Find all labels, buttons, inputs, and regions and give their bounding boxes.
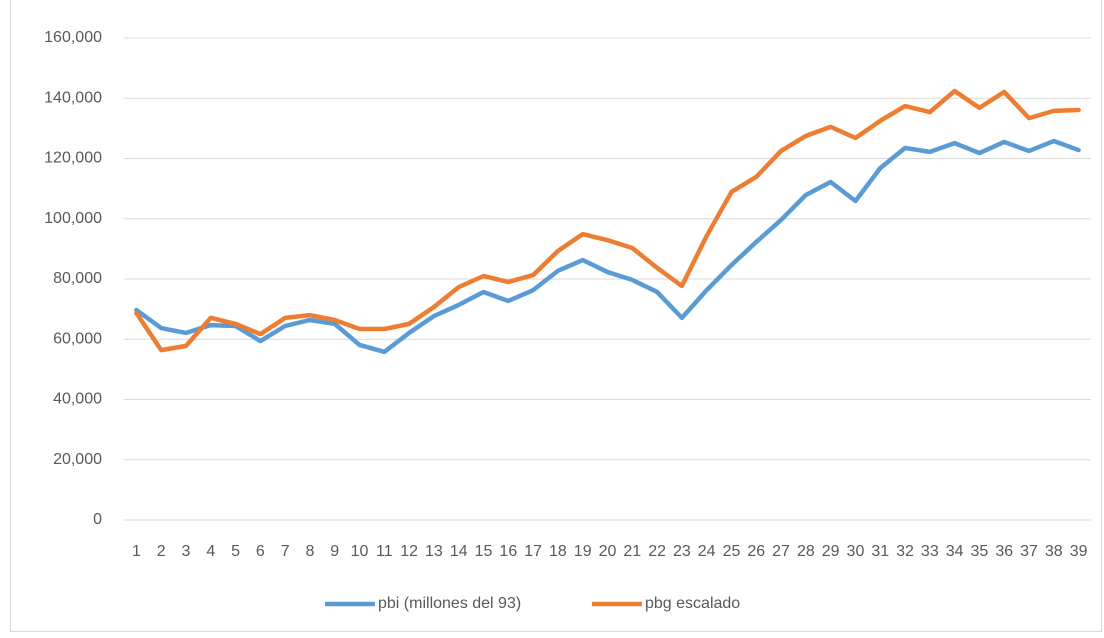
x-tick-label: 11 [376,543,393,560]
x-tick-label: 32 [896,543,914,560]
x-tick-label: 2 [157,543,166,560]
x-tick-label: 20 [599,543,617,560]
y-tick-label: 120,000 [44,150,102,167]
legend-label: pbg escalado [645,595,740,612]
x-tick-label: 7 [281,543,290,560]
chart-border [10,0,1102,632]
x-tick-label: 17 [524,543,542,560]
x-tick-label: 34 [946,543,964,560]
x-tick-label: 5 [231,543,240,560]
y-tick-label: 60,000 [53,330,102,347]
y-tick-label: 140,000 [44,89,102,106]
x-tick-label: 30 [847,543,865,560]
y-tick-label: 100,000 [44,210,102,227]
x-tick-label: 14 [450,543,468,560]
y-tick-label: 20,000 [53,451,102,468]
x-tick-label: 12 [400,543,418,560]
x-tick-label: 9 [330,543,339,560]
x-tick-label: 22 [648,543,666,560]
x-tick-label: 13 [425,543,443,560]
legend-label: pbi (millones del 93) [378,595,521,612]
x-tick-label: 25 [723,543,741,560]
x-tick-label: 37 [1020,543,1038,560]
x-tick-label: 33 [921,543,939,560]
x-tick-label: 8 [306,543,315,560]
x-tick-label: 21 [623,543,641,560]
x-tick-label: 19 [574,543,592,560]
data-line [134,138,1081,355]
x-tick-label: 3 [182,543,191,560]
y-tick-label: 80,000 [53,270,102,287]
y-tick-label: 160,000 [44,29,102,46]
x-tick-label: 26 [747,543,765,560]
x-tick-label: 27 [772,543,790,560]
x-tick-label: 6 [256,543,265,560]
x-tick-label: 10 [351,543,369,560]
x-tick-label: 39 [1070,543,1088,560]
x-tick-label: 23 [673,543,691,560]
x-tick-label: 35 [971,543,989,560]
x-tick-label: 18 [549,543,567,560]
x-tick-label: 16 [499,543,517,560]
x-tick-label: 36 [995,543,1013,560]
x-tick-label: 24 [698,543,716,560]
x-tick-label: 4 [206,543,215,560]
x-tick-label: 29 [822,543,840,560]
x-tick-label: 1 [132,543,141,560]
x-tick-label: 28 [797,543,815,560]
y-tick-label: 40,000 [53,391,102,408]
data-line [134,88,1081,353]
x-tick-label: 31 [871,543,889,560]
x-tick-label: 15 [475,543,493,560]
x-tick-label: 38 [1045,543,1063,560]
y-tick-label: 0 [93,511,102,528]
